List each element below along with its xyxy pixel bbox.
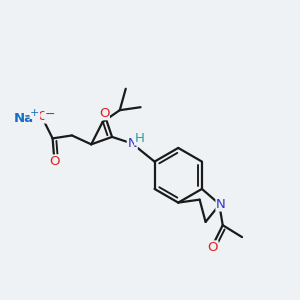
Text: O: O bbox=[50, 155, 60, 168]
Text: +: + bbox=[30, 108, 40, 118]
Text: N: N bbox=[216, 198, 226, 211]
Text: H: H bbox=[135, 132, 145, 145]
Text: N: N bbox=[128, 137, 137, 150]
Text: O: O bbox=[207, 241, 218, 254]
Text: −: − bbox=[45, 107, 56, 121]
Text: O: O bbox=[38, 110, 48, 123]
Text: Na: Na bbox=[14, 112, 34, 125]
Text: O: O bbox=[99, 106, 109, 120]
